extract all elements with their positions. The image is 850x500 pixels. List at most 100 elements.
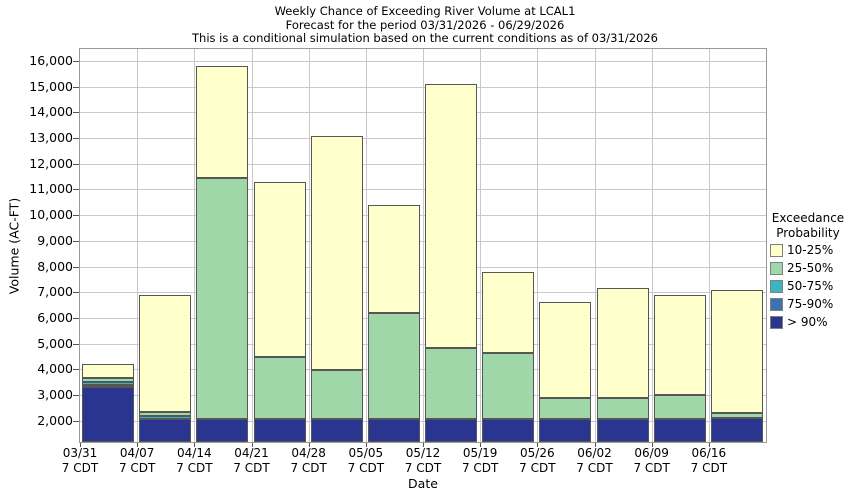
chart-titles: Weekly Chance of Exceeding River Volume … <box>0 4 850 46</box>
bar-segment-25-50- <box>425 347 478 420</box>
legend-item-label: 10-25% <box>787 243 834 257</box>
x-axis-tick <box>537 443 539 447</box>
bar-segment--90- <box>710 418 763 442</box>
gridline-vertical <box>194 49 196 442</box>
bar-segment-10-25- <box>482 271 535 353</box>
x-axis-tick <box>80 443 81 447</box>
gridline-vertical <box>137 49 139 442</box>
x-tick-date: 06/16 <box>691 446 727 460</box>
bar-segment-25-50- <box>82 377 135 383</box>
y-tick-label: 5,000 <box>37 335 73 351</box>
x-tick-date: 05/12 <box>405 446 441 460</box>
legend-item: 25-50% <box>770 259 850 277</box>
legend-items: 10-25% 25-50% 50-75% 75-90% > 90% <box>766 241 850 331</box>
y-axis-tick <box>73 317 79 319</box>
bar-segment-50-75- <box>82 382 135 385</box>
legend-item: 10-25% <box>770 241 850 259</box>
bar-segment--90- <box>253 419 306 442</box>
bar-segment-10-25- <box>253 182 306 358</box>
x-tick-time: 7 CDT <box>633 461 670 475</box>
plot-area <box>79 48 767 443</box>
bar-segment-10-25- <box>367 204 420 313</box>
legend-item: > 90% <box>770 313 850 331</box>
y-tick-label: 16,000 <box>29 52 73 68</box>
bar-segment-10-25- <box>139 294 192 412</box>
gridline-vertical <box>251 49 253 442</box>
bar-segment-25-50- <box>653 395 706 419</box>
legend-item-label: 25-50% <box>787 261 834 275</box>
y-axis-tick <box>73 420 79 422</box>
legend: Exceedance Probability 10-25% 25-50% 50-75… <box>766 211 850 331</box>
x-axis-tick <box>251 443 253 447</box>
bar-segment--90- <box>596 418 649 442</box>
x-tick-label: 03/31 7 CDT <box>48 446 112 476</box>
gridline-vertical <box>537 49 539 442</box>
x-tick-time: 7 CDT <box>290 461 327 475</box>
bar-segment--90- <box>653 418 706 442</box>
x-tick-date: 05/26 <box>520 446 555 460</box>
y-tick-label: 13,000 <box>29 130 73 146</box>
legend-item: 50-75% <box>770 277 850 295</box>
y-axis-tick <box>73 394 79 396</box>
x-tick-label: 06/09 7 CDT <box>620 446 684 476</box>
x-tick-label: 04/07 7 CDT <box>105 446 169 476</box>
bar-segment-10-25- <box>539 301 592 398</box>
bar-segment--90- <box>425 419 478 442</box>
y-tick-label: 2,000 <box>37 412 73 428</box>
x-tick-time: 7 CDT <box>461 461 499 475</box>
legend-item-label: 50-75% <box>787 279 834 293</box>
x-tick-time: 7 CDT <box>176 461 213 475</box>
x-tick-time: 7 CDT <box>61 461 99 475</box>
y-tick-label: 11,000 <box>29 181 73 197</box>
bar-segment-25-50- <box>139 411 192 417</box>
y-tick-label: 14,000 <box>29 104 73 120</box>
x-tick-date: 04/07 <box>119 446 155 460</box>
x-tick-time: 7 CDT <box>404 461 442 475</box>
x-tick-label: 04/14 7 CDT <box>162 446 226 476</box>
x-tick-time: 7 CDT <box>233 461 270 475</box>
x-tick-date: 04/14 <box>177 446 212 460</box>
x-axis-tick <box>480 443 482 447</box>
bar-segment--90- <box>82 387 135 442</box>
x-axis-tick <box>308 443 310 447</box>
x-tick-label: 05/19 7 CDT <box>448 446 512 476</box>
x-tick-date: 06/09 <box>634 446 669 460</box>
y-axis-tick <box>73 266 79 268</box>
y-tick-label: 3,000 <box>37 386 73 402</box>
y-axis-tick <box>73 86 79 88</box>
x-tick-time: 7 CDT <box>118 461 156 475</box>
bar-segment--90- <box>539 418 592 442</box>
x-axis-tick <box>651 443 653 447</box>
chart-title-line1: Weekly Chance of Exceeding River Volume … <box>274 4 576 18</box>
x-axis-tick <box>423 443 424 447</box>
y-tick-label: 8,000 <box>37 258 73 274</box>
x-axis-label: Date <box>408 476 438 491</box>
bar-segment--90- <box>139 419 192 442</box>
bar-segment--90- <box>310 419 363 442</box>
chart-title-line3: This is a conditional simulation based o… <box>192 31 658 45</box>
x-tick-label: 04/28 7 CDT <box>277 446 341 476</box>
bar-segment-25-50- <box>710 413 763 419</box>
x-tick-date: 04/28 <box>291 446 326 460</box>
bar-segment-25-50- <box>367 312 420 420</box>
bar-segment--90- <box>482 419 535 442</box>
x-tick-label: 05/12 7 CDT <box>391 446 455 476</box>
legend-swatch-icon <box>770 243 783 257</box>
gridline-vertical <box>480 49 482 442</box>
bar-segment-10-25- <box>82 364 135 378</box>
x-axis-tick <box>194 443 196 447</box>
x-tick-date: 04/21 <box>234 446 269 460</box>
x-tick-date: 05/05 <box>348 446 384 460</box>
legend-item-label: 75-90% <box>787 297 834 311</box>
x-axis-tick <box>708 443 710 447</box>
gridline-vertical <box>423 49 424 442</box>
chart-title-line2: Forecast for the period 03/31/2026 - 06/… <box>285 17 565 32</box>
x-tick-label: 05/05 7 CDT <box>334 446 398 476</box>
bar-segment-75-90- <box>82 384 135 388</box>
x-tick-label: 05/26 7 CDT <box>505 446 569 476</box>
bar-segment-10-25- <box>196 66 249 179</box>
legend-title-line2: Probability <box>776 226 840 240</box>
y-axis-tick <box>73 112 79 114</box>
bar-segment-25-50- <box>310 369 363 420</box>
